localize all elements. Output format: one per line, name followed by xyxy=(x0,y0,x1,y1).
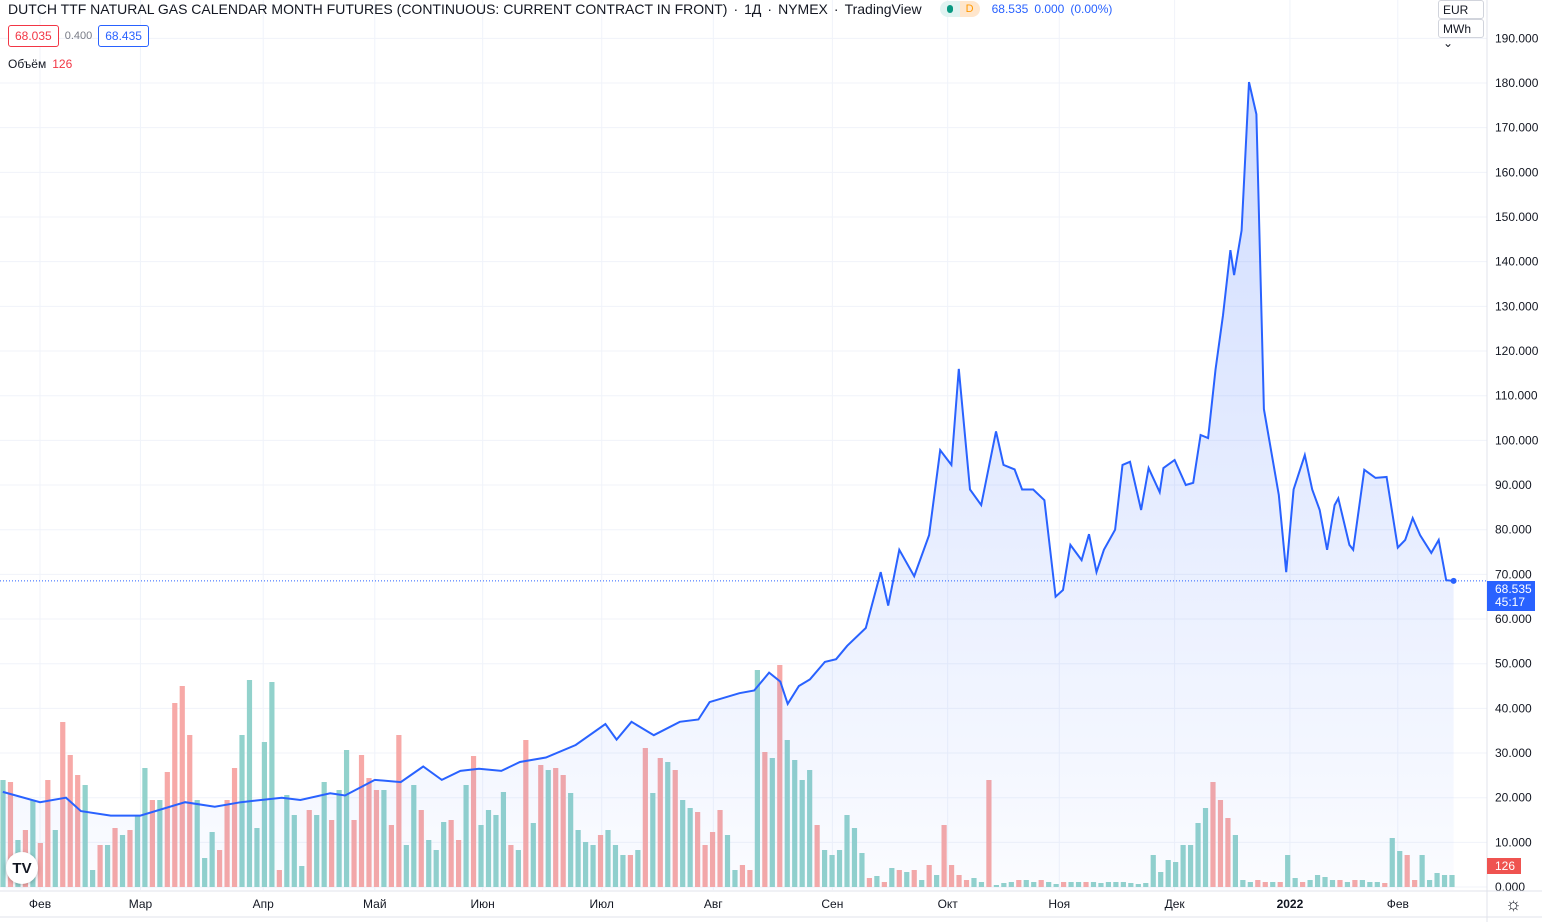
volume-value: 126 xyxy=(52,57,73,71)
y-tick-label: 10.000 xyxy=(1495,835,1532,849)
volume-bar xyxy=(179,686,185,887)
price-line xyxy=(2,81,1454,817)
y-tick-label: 110.000 xyxy=(1495,389,1538,403)
x-tick-label: Ноя xyxy=(1048,897,1070,911)
y-tick-label: 190.000 xyxy=(1495,31,1539,45)
x-tick-label: Июл xyxy=(590,897,614,911)
volume-bar xyxy=(269,682,275,887)
x-tick-label: Авг xyxy=(704,897,723,911)
y-tick-label: 60.000 xyxy=(1495,612,1532,626)
data-source: TradingView xyxy=(844,1,922,17)
price-change: 0.000 xyxy=(1034,2,1065,16)
chart-legend: DUTCH TTF NATURAL GAS CALENDAR MONTH FUT… xyxy=(8,1,1112,17)
volume-legend: Объём 126 xyxy=(8,57,72,71)
symbol-title[interactable]: DUTCH TTF NATURAL GAS CALENDAR MONTH FUT… xyxy=(8,1,728,17)
x-tick-label: 2022 xyxy=(1277,897,1304,911)
tradingview-logo[interactable]: TV xyxy=(6,852,38,884)
settings-gear-icon[interactable]: ☼ xyxy=(1505,894,1522,914)
interval[interactable]: 1Д xyxy=(744,1,762,17)
y-tick-label: 180.000 xyxy=(1495,76,1539,90)
unit-select[interactable]: MWh ⌄ xyxy=(1438,19,1484,50)
y-tick-label: 50.000 xyxy=(1495,657,1532,671)
separator: · xyxy=(833,1,839,17)
y-tick-label: 20.000 xyxy=(1495,791,1532,805)
sell-price[interactable]: 68.035 xyxy=(8,25,59,47)
exchange: NYMEX xyxy=(778,1,828,17)
bar-countdown: 45:17 xyxy=(1495,595,1526,609)
delayed-data-badge: D xyxy=(959,1,980,17)
spread: 0.400 xyxy=(64,30,93,42)
x-tick-label: Дек xyxy=(1165,897,1186,911)
price-area-fill xyxy=(2,82,1454,891)
volume-axis-label: 126 xyxy=(1487,858,1521,874)
x-tick-label: Апр xyxy=(253,897,275,911)
volume-bar xyxy=(246,680,253,887)
buy-price[interactable]: 68.435 xyxy=(98,25,149,47)
x-tick-label: Май xyxy=(363,897,387,911)
x-tick-label: Фев xyxy=(29,897,51,911)
price-change-pct: (0.00%) xyxy=(1070,2,1113,16)
quote-pills: 68.035 0.400 68.435 xyxy=(8,25,149,47)
y-tick-label: 0.000 xyxy=(1495,880,1525,894)
y-tick-label: 120.000 xyxy=(1495,344,1539,358)
y-tick-label: 70.000 xyxy=(1495,567,1532,581)
separator: · xyxy=(733,1,739,17)
last-price: 68.535 xyxy=(991,2,1029,16)
y-tick-label: 170.000 xyxy=(1495,121,1539,135)
y-tick-label: 150.000 xyxy=(1495,210,1539,224)
market-status[interactable]: D xyxy=(939,1,980,17)
last-price-label: 68.535 45:17 xyxy=(1487,581,1535,611)
y-tick-label: 40.000 xyxy=(1495,701,1532,715)
market-open-icon xyxy=(939,1,960,17)
y-tick-label: 80.000 xyxy=(1495,523,1532,537)
x-tick-label: Фев xyxy=(1387,897,1409,911)
separator: · xyxy=(767,1,773,17)
volume-bar xyxy=(172,703,178,887)
y-tick-label: 30.000 xyxy=(1495,746,1532,760)
last-price-value: 68.535 xyxy=(1495,582,1532,596)
y-tick-label: 160.000 xyxy=(1495,165,1539,179)
x-tick-label: Мар xyxy=(129,897,153,911)
x-tick-label: Окт xyxy=(938,897,959,911)
y-tick-label: 140.000 xyxy=(1495,255,1539,269)
last-price-dot xyxy=(1450,577,1457,584)
x-tick-label: Июн xyxy=(471,897,495,911)
y-tick-label: 90.000 xyxy=(1495,478,1532,492)
x-tick-label: Сен xyxy=(821,897,843,911)
y-tick-label: 100.000 xyxy=(1495,433,1539,447)
y-tick-label: 130.000 xyxy=(1495,299,1539,313)
volume-label[interactable]: Объём xyxy=(8,57,47,71)
currency-select[interactable]: EUR ⌄ xyxy=(1438,0,1484,31)
